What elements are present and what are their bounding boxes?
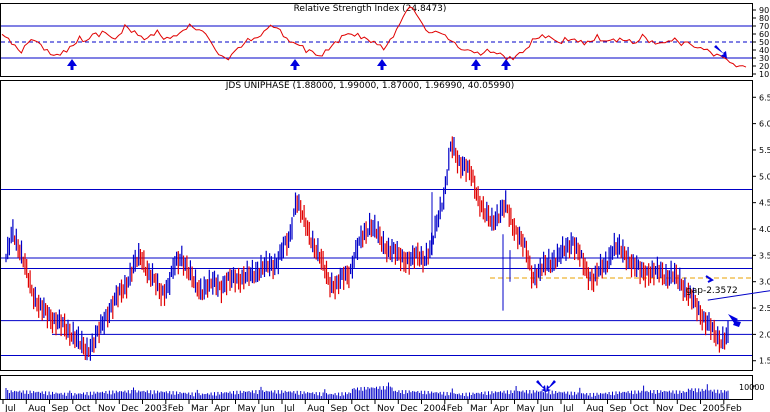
x-month-label: Dec xyxy=(121,404,138,412)
x-month-label: 2003 xyxy=(145,404,168,412)
x-month-label: Aug xyxy=(307,404,325,412)
price-tick-label: 6.5 xyxy=(759,93,770,102)
volume-arrow xyxy=(546,380,556,392)
x-month-label: May xyxy=(238,404,257,412)
x-month-label: Sep xyxy=(610,404,627,412)
x-month-label: Apr xyxy=(493,404,509,412)
price-tick-label: 4.5 xyxy=(759,199,770,208)
x-month-label: 2005 xyxy=(703,404,726,412)
rsi-panel: Relative Strength Index (24.8473) 908070… xyxy=(0,3,769,79)
x-month-label: Mar xyxy=(470,404,487,412)
rsi-up-arrow xyxy=(290,59,300,70)
x-month-label: Nov xyxy=(656,404,674,412)
rsi-tick-label: 30 xyxy=(759,54,769,63)
price-tick-label: 2.0 xyxy=(759,330,770,339)
rsi-tick-label: 50 xyxy=(759,38,769,47)
rsi-tick-label: 90 xyxy=(759,6,769,15)
price-tick-label: 3.5 xyxy=(759,251,770,260)
rsi-line xyxy=(1,6,747,68)
x-month-label: Nov xyxy=(377,404,395,412)
volume-arrow xyxy=(536,380,546,392)
rsi-up-arrow xyxy=(377,59,387,70)
x-month-label: Oct xyxy=(75,404,91,412)
x-month-label: Feb xyxy=(726,404,742,412)
x-month-label: Feb xyxy=(168,404,184,412)
x-month-label: Apr xyxy=(214,404,230,412)
x-month-label: Jul xyxy=(4,404,16,412)
x-month-label: Dec xyxy=(400,404,417,412)
x-month-label: Oct xyxy=(633,404,649,412)
price-tick-label: 4.0 xyxy=(759,225,770,234)
x-month-label: Jul xyxy=(283,404,295,412)
price-frame xyxy=(0,80,753,371)
price-tick-label: 2.5 xyxy=(759,304,770,313)
rsi-tick-label: 10 xyxy=(759,70,769,79)
rsi-up-arrow xyxy=(67,59,77,70)
price-tick-label: 5.0 xyxy=(759,172,770,181)
trendline xyxy=(707,290,770,301)
price-tick-label: 6.0 xyxy=(759,120,770,129)
x-month-label: May xyxy=(517,404,536,412)
x-axis: Jul Aug Sep Oct Nov Dec 2003 Feb Mar Apr May Jun Jul… xyxy=(2,400,742,412)
x-month-label: Aug xyxy=(28,404,46,412)
price-tick-label: 5.5 xyxy=(759,146,770,155)
volume-tick-label: 10000 xyxy=(739,383,764,392)
rsi-up-arrow xyxy=(501,59,511,70)
rsi-tick-label: 80 xyxy=(759,14,769,23)
x-month-label: Dec xyxy=(679,404,696,412)
price-tick-label: 3.0 xyxy=(759,278,770,287)
x-month-label: Feb xyxy=(447,404,463,412)
rsi-tick-label: 60 xyxy=(759,30,769,39)
x-month-label: Nov xyxy=(98,404,116,412)
x-month-label: Sep xyxy=(52,404,69,412)
rsi-title: Relative Strength Index (24.8473) xyxy=(294,4,447,14)
price-gap-marker xyxy=(705,275,714,283)
x-month-label: Jul xyxy=(562,404,574,412)
x-month-label: Jun xyxy=(260,404,275,412)
x-month-label: Sep xyxy=(331,404,348,412)
rsi-up-arrow xyxy=(471,59,481,70)
rsi-tick-label: 70 xyxy=(759,22,769,31)
rsi-down-arrow xyxy=(714,45,727,58)
x-month-label: Mar xyxy=(191,404,208,412)
price-down-arrow xyxy=(728,314,741,327)
x-month-label: Aug xyxy=(586,404,604,412)
volume-panel: 10000 xyxy=(0,375,764,400)
rsi-tick-label: 20 xyxy=(759,62,769,71)
price-panel: JDS UNIPHASE (1.88000, 1.99000, 1.87000,… xyxy=(0,80,770,371)
rsi-tick-label: 40 xyxy=(759,46,769,55)
gap-annotation: gap-2.3572 xyxy=(686,286,738,296)
x-month-label: Jun xyxy=(539,404,554,412)
x-month-label: Oct xyxy=(354,404,370,412)
x-month-label: 2004 xyxy=(424,404,447,412)
price-tick-label: 1.5 xyxy=(759,357,770,366)
price-title: JDS UNIPHASE (1.88000, 1.99000, 1.87000,… xyxy=(225,81,514,91)
